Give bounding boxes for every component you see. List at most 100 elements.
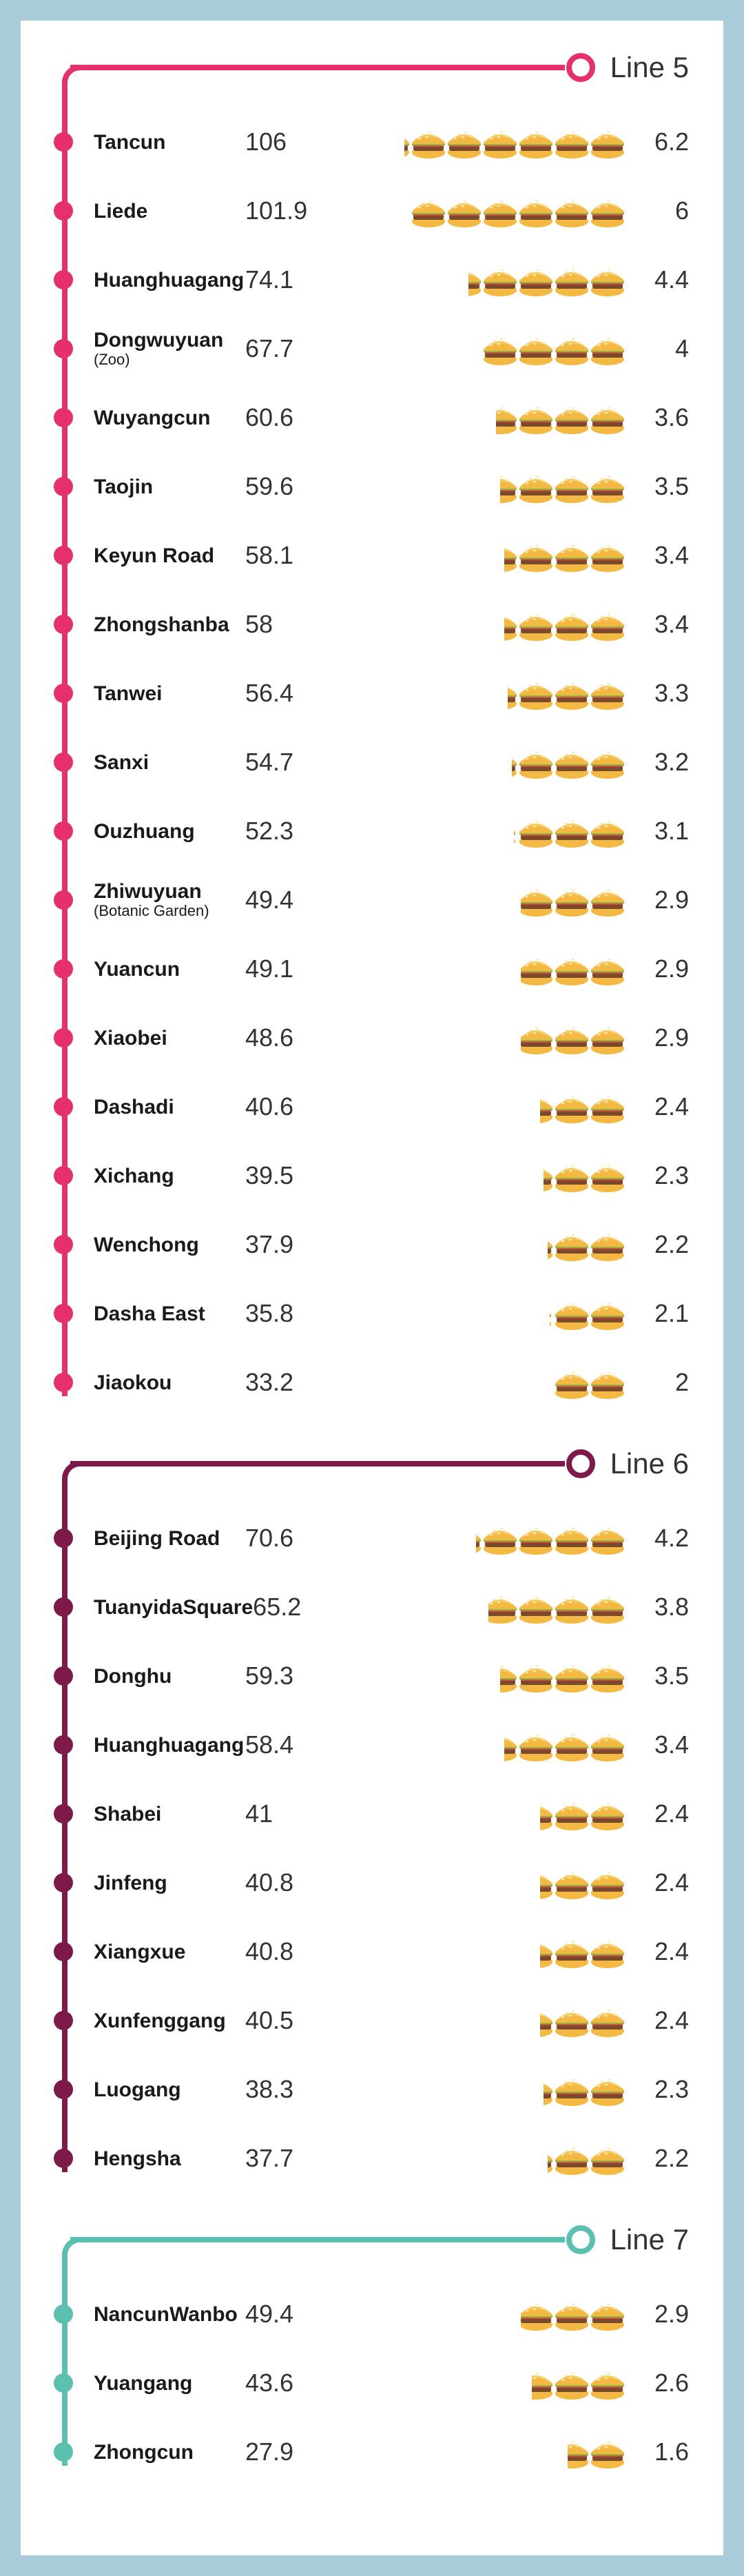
burger-icon (588, 676, 627, 711)
burger-score-icons (321, 2141, 627, 2176)
station-name-main: Jiaokou (94, 1371, 172, 1394)
station-name-main: Yuancun (94, 958, 180, 981)
burger-icon (552, 2366, 591, 2400)
burger-icon (588, 883, 627, 917)
station-score: 4.4 (634, 265, 689, 294)
burger-icon (517, 607, 555, 642)
station-name-main: Dashadi (94, 1096, 174, 1118)
station-score: 6.2 (634, 127, 689, 156)
station-score: 3.2 (634, 748, 689, 777)
burger-score-icons (321, 676, 627, 711)
burger-icon (588, 194, 627, 228)
line-section-line7: Line 7 NancunWanbo49.42.9Yuangang43.62.6Z… (55, 2220, 689, 2486)
station-score: 2.9 (634, 954, 689, 983)
station-value: 49.1 (245, 954, 321, 983)
burger-icon (588, 2072, 627, 2107)
burger-icon (552, 1090, 591, 1124)
burger-icon (552, 1728, 591, 1762)
station-value: 58.1 (245, 541, 321, 570)
burger-partial (488, 1590, 519, 1624)
station-name: Dongwuyuan(Zoo) (94, 329, 245, 368)
burger-icon (552, 1158, 591, 1193)
burger-icon (517, 1590, 555, 1624)
station-dot-icon (54, 890, 73, 910)
station-dot-icon (54, 477, 73, 496)
station-value: 58.4 (245, 1730, 321, 1759)
station-value: 65.2 (253, 1593, 329, 1622)
burger-score-icons (321, 1659, 627, 1693)
station-name-main: Luogang (94, 2078, 181, 2101)
station-name-main: Donghu (94, 1665, 172, 1688)
burger-score-icons (321, 469, 627, 504)
station-score: 2.4 (634, 1937, 689, 1966)
station-value: 52.3 (245, 817, 321, 846)
station-name-main: Xichang (94, 1165, 174, 1187)
burger-score-icons (321, 607, 627, 642)
burger-icon (568, 2435, 591, 2469)
station-score: 1.6 (634, 2437, 689, 2466)
station-row: Dasha East35.82.1 (55, 1279, 689, 1348)
station-row: Sanxi54.73.2 (55, 728, 689, 797)
burger-score-icons (321, 1090, 627, 1124)
burger-icon (481, 194, 519, 228)
burger-score-icons (321, 1296, 627, 1331)
burger-score-icons (321, 952, 627, 986)
station-row: Dashadi40.62.4 (55, 1072, 689, 1141)
station-name: Liede (94, 200, 245, 223)
station-row: Taojin59.63.5 (55, 452, 689, 521)
burger-icon (552, 1227, 591, 1262)
burger-icon (517, 125, 555, 159)
station-score: 6 (634, 196, 689, 225)
burger-icon (588, 1865, 627, 1900)
burger-icon (552, 400, 591, 435)
station-name: Dasha East (94, 1302, 245, 1325)
burger-icon (409, 194, 448, 228)
station-value: 106 (245, 127, 321, 156)
burger-score-icons (329, 1590, 627, 1624)
station-row: Jinfeng40.82.4 (55, 1848, 689, 1917)
station-dot-icon (54, 1873, 73, 1892)
burger-partial (521, 883, 555, 917)
station-score: 2.4 (634, 1868, 689, 1897)
burger-icon (552, 1797, 591, 1831)
burger-icon (552, 676, 591, 711)
burger-icon (552, 1659, 591, 1693)
burger-icon (588, 1659, 627, 1693)
station-name: Zhongcun (94, 2441, 245, 2464)
station-score: 2.4 (634, 1799, 689, 1828)
burger-partial (496, 400, 519, 435)
burger-score-icons (321, 1865, 627, 1900)
station-name-main: Hengsha (94, 2147, 181, 2170)
station-row: Xiaobei48.62.9 (55, 1003, 689, 1072)
station-row: Donghu59.33.5 (55, 1642, 689, 1710)
burger-score-icons (321, 2297, 627, 2331)
burger-icon (517, 814, 555, 848)
line-title: Line 7 (610, 2223, 689, 2256)
stations-list: NancunWanbo49.42.9Yuangang43.62.6Zhongcu… (55, 2280, 689, 2486)
station-dot-icon (54, 2442, 73, 2462)
station-score: 4.2 (634, 1524, 689, 1553)
station-score: 3.3 (634, 679, 689, 708)
burger-icon (517, 1521, 555, 1555)
burger-icon (552, 814, 591, 848)
burger-icon (552, 745, 591, 779)
station-value: 39.5 (245, 1161, 321, 1190)
line-title: Line 6 (610, 1447, 689, 1480)
burger-icon (481, 1521, 519, 1555)
station-row: Beijing Road70.64.2 (55, 1504, 689, 1573)
station-value: 58 (245, 610, 321, 639)
station-score: 2.9 (634, 2300, 689, 2329)
station-value: 67.7 (245, 334, 321, 363)
station-dot-icon (54, 2304, 73, 2324)
station-value: 54.7 (245, 748, 321, 777)
burger-score-icons (321, 1728, 627, 1762)
station-value: 35.8 (245, 1299, 321, 1328)
station-row: Wuyangcun60.63.6 (55, 383, 689, 452)
burger-partial (521, 952, 555, 986)
stations-list: Tancun1066.2Liede101.96Huanghuagang74.14… (55, 108, 689, 1417)
station-dot-icon (54, 339, 73, 358)
station-dot-icon (54, 2011, 73, 2030)
burger-icon (517, 1659, 555, 1693)
station-row: Zhongcun27.91.6 (55, 2417, 689, 2486)
station-value: 56.4 (245, 679, 321, 708)
